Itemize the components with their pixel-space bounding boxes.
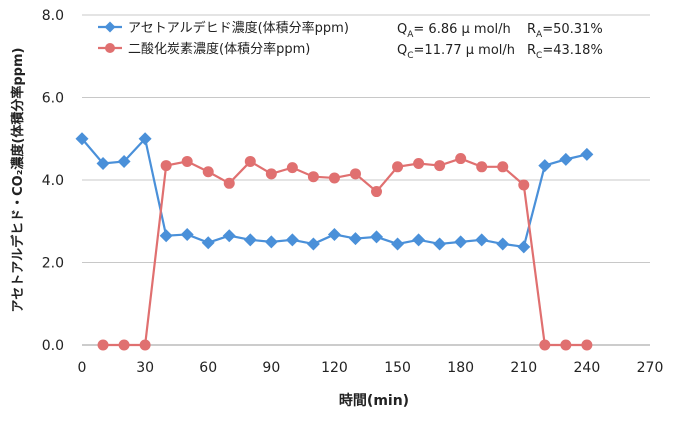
gridlines [82, 14, 650, 263]
data-point-diamond [201, 236, 215, 250]
data-point-diamond [370, 230, 384, 244]
data-point-diamond [96, 157, 110, 170]
data-point-circle [139, 339, 151, 351]
data-point-circle [539, 339, 551, 351]
data-point-diamond [222, 229, 236, 243]
data-point-circle [392, 161, 404, 173]
data-point-diamond [285, 233, 299, 247]
data-point-circle [286, 162, 298, 174]
legend-label: アセトアルデヒド濃度(体積分率ppm) [128, 20, 349, 36]
data-point-circle [223, 177, 235, 189]
series [75, 132, 594, 351]
data-point-diamond [538, 159, 552, 173]
annotation-ra: RA=50.31% [527, 22, 603, 40]
data-point-diamond [138, 132, 152, 146]
data-point-circle [349, 168, 361, 180]
data-point-circle [97, 339, 109, 351]
x-tick-label: 270 [637, 360, 664, 376]
data-point-diamond [475, 233, 489, 247]
legend-marker-circle [105, 43, 115, 53]
data-point-circle [413, 158, 425, 169]
data-point-diamond [75, 132, 89, 146]
data-point-diamond [517, 240, 531, 254]
data-point-circle [307, 171, 319, 183]
annotations: QA= 6.86 μ mol/h RA=50.31% QC=11.77 μ mol/… [397, 22, 603, 61]
annotation-qa: QA= 6.86 μ mol/h [397, 22, 511, 40]
y-tick-label: 8.0 [42, 8, 64, 24]
y-tick-label: 0.0 [42, 338, 64, 354]
data-point-diamond [180, 227, 194, 241]
x-tick-label: 150 [384, 360, 411, 376]
x-tick-label: 120 [321, 360, 348, 376]
data-point-diamond [159, 229, 173, 243]
axes: 0.0 2.0 4.0 6.0 8.0 0 30 60 90 120 150 180 210 240 270… [10, 8, 663, 409]
x-axis-label: 時間(min) [339, 392, 409, 409]
data-point-diamond [580, 147, 594, 161]
x-tick-label: 240 [574, 360, 601, 376]
data-point-circle [244, 155, 256, 167]
x-tick-label: 30 [136, 360, 154, 376]
data-point-circle [265, 168, 277, 180]
data-point-circle [518, 179, 530, 191]
data-point-circle [160, 160, 172, 172]
x-tick-label: 180 [447, 360, 474, 376]
annotation-rc: RC=43.18% [527, 43, 603, 61]
y-tick-label: 2.0 [42, 256, 64, 272]
data-point-diamond [264, 235, 278, 249]
y-tick-label: 4.0 [42, 173, 64, 189]
data-point-circle [581, 339, 593, 351]
data-point-diamond [243, 233, 257, 247]
data-point-diamond [433, 237, 447, 251]
y-axis-label: アセトアルデヒド・CO₂濃度(体積分率ppm) [10, 48, 26, 313]
legend-label: 二酸化炭素濃度(体積分率ppm) [128, 41, 310, 57]
data-point-diamond [348, 232, 362, 246]
data-point-diamond [117, 154, 131, 168]
x-tick-label: 60 [199, 360, 217, 376]
data-point-circle [434, 160, 446, 172]
data-point-circle [497, 161, 509, 173]
data-point-diamond [454, 235, 468, 249]
data-point-diamond [412, 233, 426, 247]
x-tick-label: 210 [510, 360, 537, 376]
data-point-circle [560, 339, 572, 351]
data-point-diamond [391, 237, 405, 251]
data-point-circle [202, 166, 214, 178]
legend-marker-diamond [104, 21, 116, 33]
y-tick-label: 6.0 [42, 91, 64, 107]
data-point-circle [371, 186, 383, 198]
data-point-circle [118, 339, 130, 351]
data-point-circle [455, 153, 467, 165]
data-point-circle [328, 172, 340, 184]
x-tick-label: 0 [78, 360, 87, 376]
data-point-diamond [559, 152, 573, 166]
annotation-qc: QC=11.77 μ mol/h [397, 43, 515, 61]
data-point-diamond [306, 237, 320, 251]
series-line-2 [103, 157, 587, 347]
data-point-diamond [496, 237, 510, 251]
x-tick-label: 90 [262, 360, 280, 376]
data-point-circle [181, 155, 193, 167]
legend: アセトアルデヒド濃度(体積分率ppm) 二酸化炭素濃度(体積分率ppm) [98, 20, 349, 57]
data-point-diamond [327, 227, 341, 241]
data-point-circle [476, 161, 488, 173]
